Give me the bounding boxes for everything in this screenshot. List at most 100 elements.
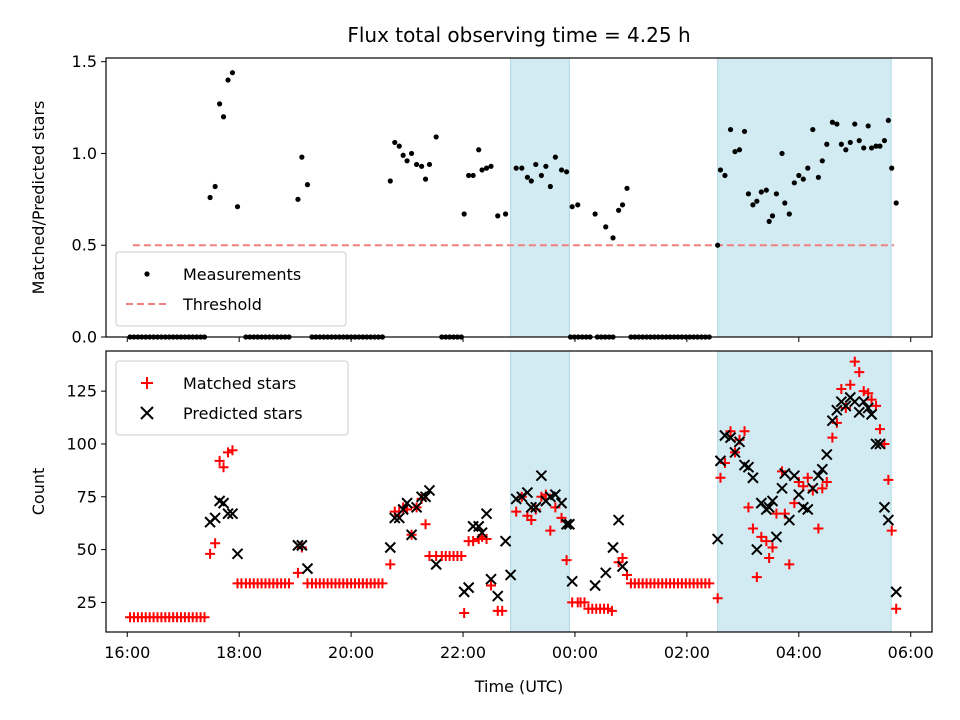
data-point bbox=[480, 507, 493, 520]
data-point bbox=[556, 512, 567, 523]
data-point bbox=[784, 559, 795, 570]
data-point bbox=[866, 394, 877, 405]
data-point bbox=[476, 526, 488, 539]
data-point bbox=[555, 497, 568, 509]
data-point bbox=[751, 572, 762, 583]
data-point bbox=[530, 501, 542, 514]
data-point bbox=[796, 172, 802, 179]
data-point bbox=[619, 202, 626, 208]
data-point bbox=[419, 163, 425, 169]
data-point bbox=[405, 529, 418, 541]
data-point bbox=[504, 569, 517, 581]
data-point bbox=[526, 515, 537, 526]
data-point bbox=[878, 501, 891, 514]
data-point bbox=[462, 581, 475, 594]
data-point bbox=[397, 503, 409, 516]
data-point bbox=[783, 514, 796, 526]
data-point bbox=[893, 200, 899, 206]
chart-title: Flux total observing time = 4.25 h bbox=[347, 23, 690, 47]
axes-frame bbox=[105, 57, 933, 338]
data-point bbox=[292, 539, 304, 552]
data-point bbox=[413, 161, 420, 168]
data-point bbox=[793, 488, 805, 501]
data-point bbox=[479, 167, 485, 173]
data-point bbox=[220, 114, 227, 120]
data-point bbox=[838, 141, 844, 147]
y-tick-label: 50 bbox=[77, 540, 97, 559]
data-point bbox=[821, 476, 832, 487]
data-point bbox=[497, 605, 508, 616]
data-point bbox=[624, 185, 630, 191]
data-point bbox=[886, 525, 897, 536]
data-point bbox=[829, 119, 835, 125]
data-point bbox=[226, 507, 239, 520]
data-point bbox=[470, 172, 476, 179]
data-point bbox=[296, 539, 308, 552]
data-point bbox=[495, 213, 501, 219]
data-point bbox=[217, 497, 230, 509]
legend-marker bbox=[140, 406, 154, 420]
data-point bbox=[225, 77, 231, 83]
y-tick-label: 25 bbox=[77, 593, 97, 612]
data-point bbox=[606, 605, 617, 616]
data-point bbox=[815, 174, 821, 180]
y-tick-label: 0.0 bbox=[72, 328, 97, 347]
data-point bbox=[834, 121, 840, 127]
data-point bbox=[283, 578, 294, 589]
data-point bbox=[589, 579, 601, 592]
data-point bbox=[552, 154, 558, 160]
data-point bbox=[234, 204, 241, 210]
data-point bbox=[711, 533, 724, 545]
data-point bbox=[847, 139, 853, 146]
data-point bbox=[741, 128, 748, 135]
data-point bbox=[739, 426, 750, 437]
data-point bbox=[207, 194, 213, 201]
data-point bbox=[767, 542, 778, 553]
y-axis-label: Count bbox=[29, 468, 48, 516]
data-point bbox=[849, 356, 860, 367]
data-point bbox=[410, 501, 423, 514]
data-point bbox=[813, 523, 824, 534]
data-point bbox=[856, 137, 862, 144]
data-point bbox=[865, 408, 878, 421]
data-point bbox=[770, 531, 783, 543]
data-point bbox=[763, 187, 769, 193]
data-point bbox=[861, 145, 867, 151]
data-point bbox=[852, 121, 858, 127]
legend-marker bbox=[144, 271, 150, 277]
data-point bbox=[210, 538, 221, 549]
data-point bbox=[415, 491, 428, 503]
data-point bbox=[840, 400, 852, 412]
data-point bbox=[385, 559, 396, 570]
data-point bbox=[456, 550, 467, 561]
data-point bbox=[486, 580, 497, 591]
data-point bbox=[616, 560, 629, 573]
data-point bbox=[408, 150, 415, 157]
data-point bbox=[858, 386, 869, 397]
data-point bbox=[575, 202, 581, 208]
data-point bbox=[433, 134, 439, 140]
data-point bbox=[502, 211, 509, 217]
data-point bbox=[292, 567, 303, 578]
data-point bbox=[400, 152, 406, 158]
data-point bbox=[819, 158, 825, 164]
data-point bbox=[472, 520, 485, 533]
x-tick-label: 20:00 bbox=[328, 643, 374, 662]
data-point bbox=[227, 445, 238, 456]
data-point bbox=[854, 367, 865, 378]
top-panel-matched-ratio: 0.0 0.5 1.0 1.5 Matched/Predicted stars Measu… bbox=[29, 52, 933, 347]
data-point bbox=[849, 395, 861, 408]
data-point bbox=[492, 590, 504, 602]
data-point bbox=[751, 543, 763, 556]
data-point bbox=[714, 455, 727, 467]
shaded-interval bbox=[510, 57, 570, 338]
data-point bbox=[301, 562, 314, 575]
data-point bbox=[766, 218, 772, 224]
data-point bbox=[750, 202, 756, 208]
y-axis-label: Matched/Predicted stars bbox=[29, 101, 48, 295]
data-point bbox=[205, 548, 216, 559]
data-point bbox=[387, 178, 393, 184]
data-point bbox=[810, 126, 816, 133]
data-point bbox=[779, 467, 791, 480]
data-point bbox=[222, 507, 234, 520]
